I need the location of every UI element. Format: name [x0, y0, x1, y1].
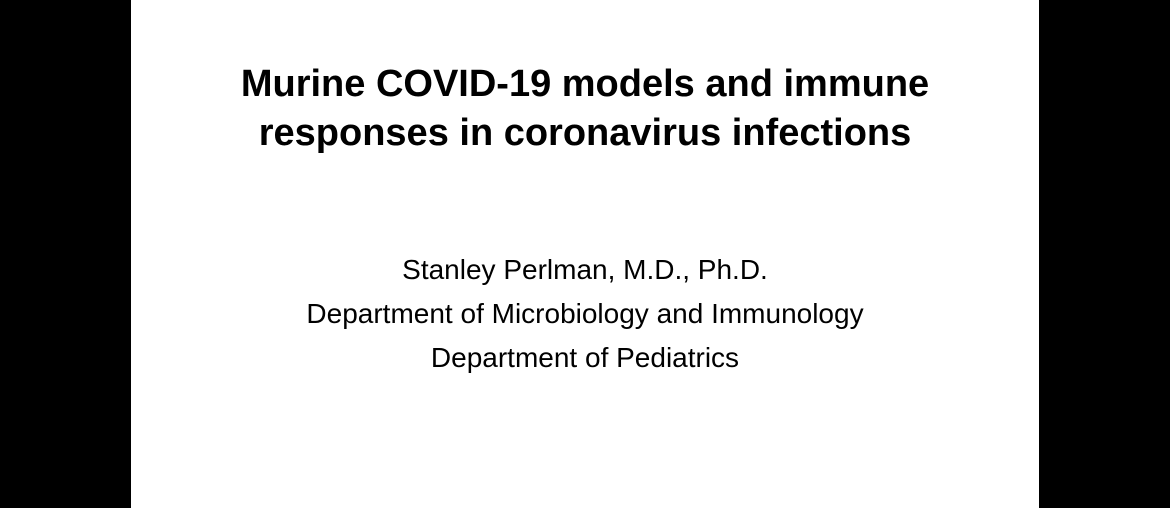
author-block: Stanley Perlman, M.D., Ph.D. Department … [171, 249, 999, 379]
title-line-1: Murine COVID-19 models and immune [171, 60, 999, 109]
slide-title: Murine COVID-19 models and immune respon… [171, 60, 999, 159]
title-line-2: responses in coronavirus infections [171, 109, 999, 158]
department-1: Department of Microbiology and Immunolog… [171, 293, 999, 335]
presentation-slide: Murine COVID-19 models and immune respon… [131, 0, 1039, 508]
department-2: Department of Pediatrics [171, 337, 999, 379]
author-name: Stanley Perlman, M.D., Ph.D. [171, 249, 999, 291]
